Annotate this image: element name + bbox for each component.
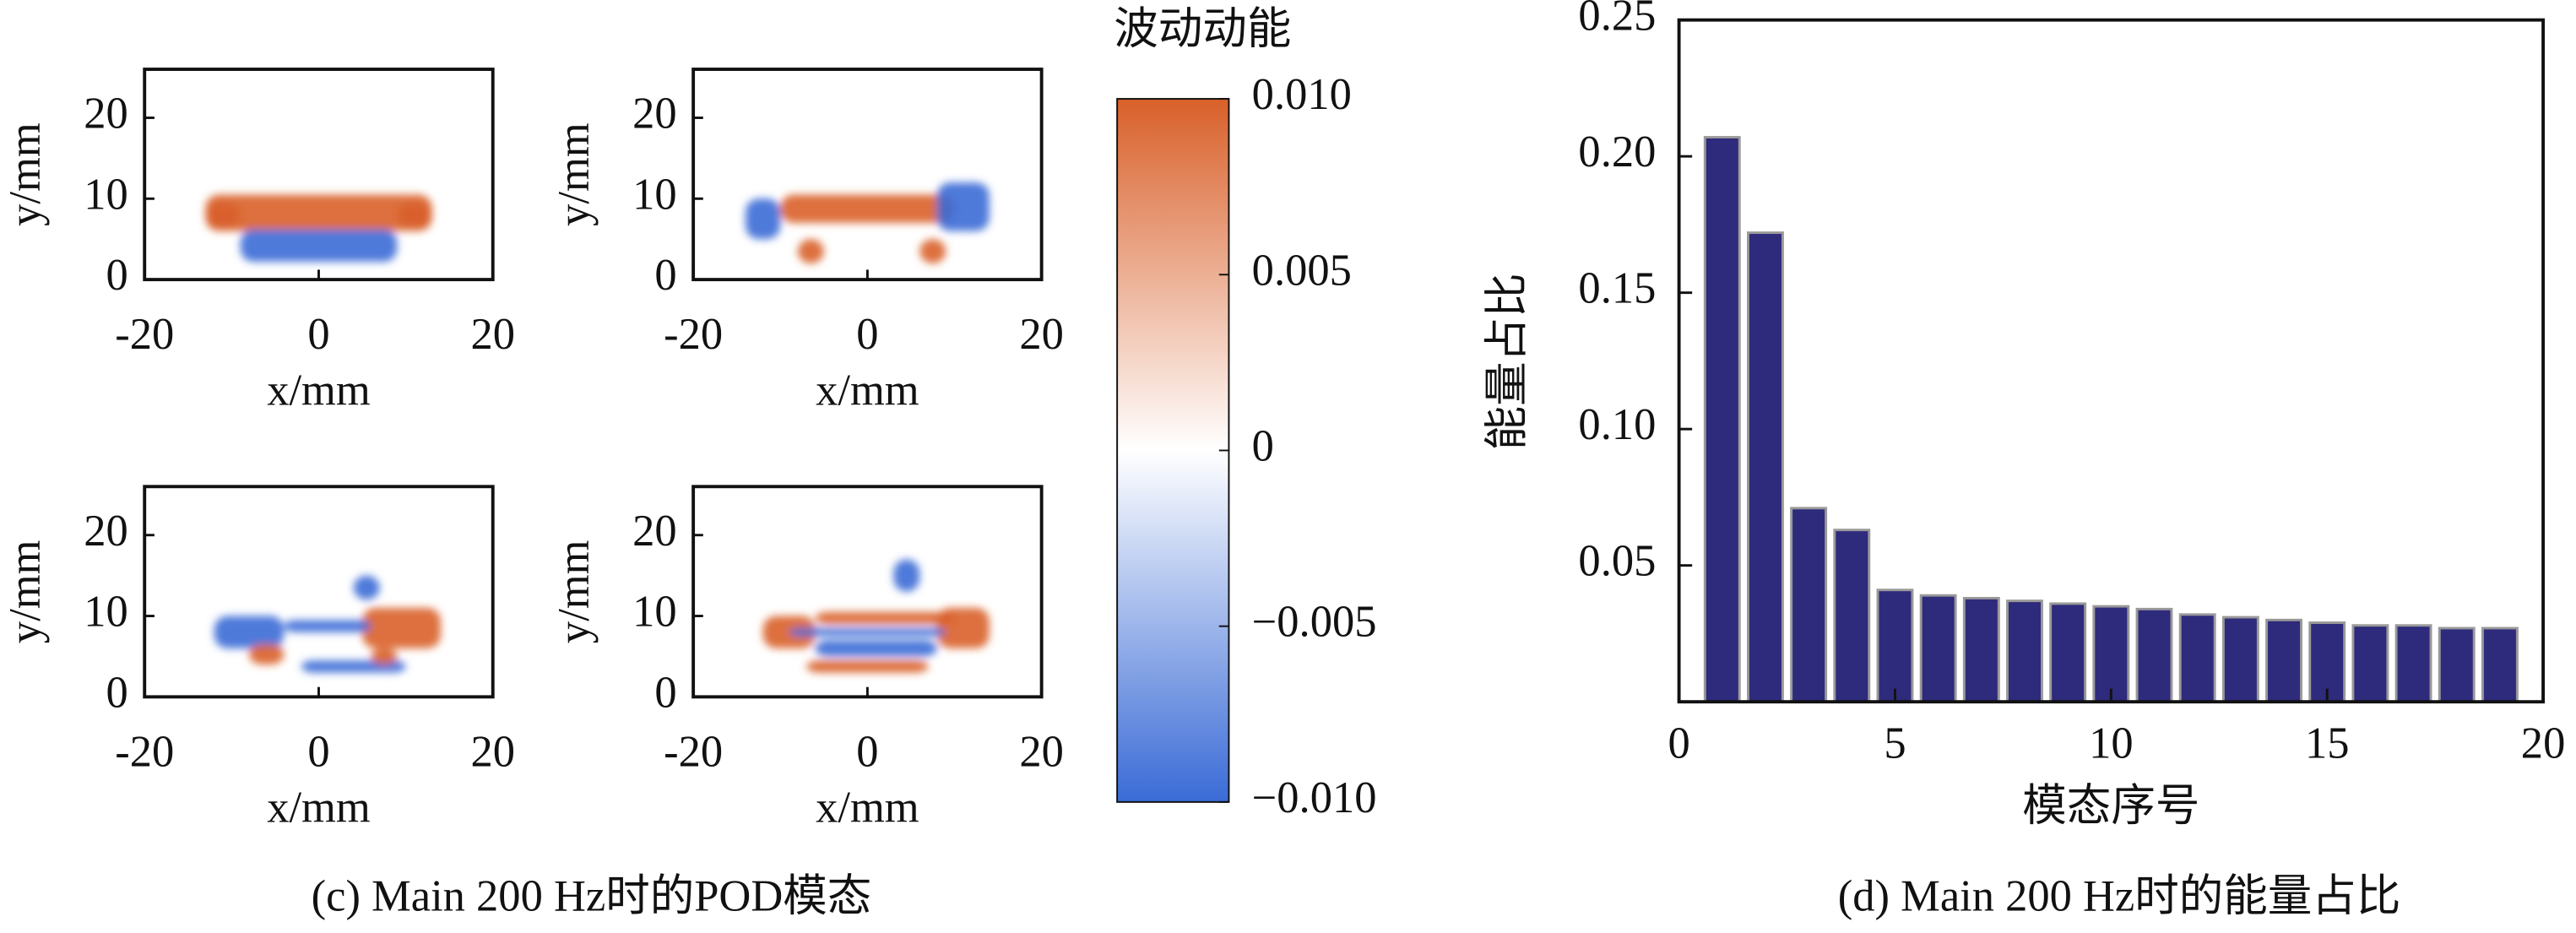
x-tick-label: 0	[856, 727, 878, 776]
field-patch	[745, 198, 781, 240]
bar	[1919, 594, 1957, 703]
bar	[2438, 627, 2476, 703]
x-tick-label: 20	[1019, 727, 1064, 776]
y-tick-label: 10	[84, 588, 128, 637]
bar	[2049, 602, 2087, 703]
y-tick-label: 20	[84, 90, 128, 138]
x-axis-label: x/mm	[267, 784, 371, 833]
field-patch	[362, 607, 441, 648]
bar	[2481, 627, 2519, 703]
y-tick-label: 0	[106, 251, 128, 300]
x-tick-label: 0	[307, 727, 329, 776]
bar	[1703, 136, 1741, 703]
x-axis-label: x/mm	[816, 784, 919, 833]
x-tick-label: 20	[2521, 719, 2566, 768]
x-tick-label: 5	[1884, 719, 1906, 768]
y-axis-label: y/mm	[1, 122, 50, 226]
y-tick-label: 0.15	[1578, 264, 1656, 313]
field	[762, 559, 990, 673]
y-axis-label: y/mm	[550, 540, 599, 643]
bar	[1833, 529, 1871, 703]
field-patch	[893, 559, 920, 592]
y-axis-label: y/mm	[550, 122, 599, 226]
field	[205, 194, 432, 263]
colorbar-tick-label: −0.005	[1252, 598, 1377, 647]
x-tick-label: -20	[115, 310, 174, 359]
y-tick-label: 0	[654, 251, 676, 300]
bar	[1747, 231, 1784, 703]
y-axis-label: 能量占比	[1483, 273, 1532, 450]
colorbar	[1116, 98, 1230, 803]
field-patch	[397, 203, 432, 227]
bar	[2006, 599, 2043, 703]
bar	[2394, 624, 2432, 703]
y-tick-label: 0.05	[1578, 537, 1656, 586]
field-patch	[205, 194, 432, 231]
x-axis-label: x/mm	[816, 366, 919, 415]
x-tick-label: -20	[664, 310, 723, 359]
field-patch	[919, 239, 946, 263]
caption: (d) Main 200 Hz时的能量占比	[1838, 872, 2401, 921]
bar	[2351, 624, 2389, 703]
field-patch	[353, 575, 380, 600]
bar	[2265, 618, 2302, 703]
bar	[2178, 613, 2216, 703]
y-tick-label: 10	[632, 170, 677, 219]
field-patch	[284, 620, 371, 632]
x-tick-label: 0	[856, 310, 878, 359]
field-patch	[371, 648, 398, 665]
bar	[2092, 605, 2130, 703]
field-patch	[214, 616, 285, 648]
x-tick-label: 20	[470, 310, 515, 359]
field	[214, 575, 441, 673]
field-patch	[240, 229, 398, 263]
bar	[1876, 589, 1914, 703]
field-patch	[789, 627, 946, 637]
y-tick-label: 0.25	[1578, 0, 1656, 41]
field-patch	[815, 611, 955, 625]
field-patch	[806, 660, 929, 673]
bar	[2221, 616, 2259, 703]
y-tick-label: 0.20	[1578, 127, 1656, 176]
field-patch	[815, 640, 937, 657]
x-tick-label: 0	[307, 310, 329, 359]
x-axis-label: x/mm	[267, 366, 371, 415]
colorbar-tick-label: 0	[1252, 422, 1274, 471]
y-tick-label: 10	[84, 170, 128, 219]
x-tick-label: 0	[1668, 719, 1689, 768]
caption: (c) Main 200 Hz时的POD模态	[312, 872, 872, 921]
colorbar-tick-label: 0.005	[1252, 246, 1352, 295]
x-tick-label: 20	[1019, 310, 1064, 359]
field-patch	[780, 194, 955, 224]
colorbar-tick-label: −0.010	[1252, 773, 1377, 822]
bar	[1962, 596, 2000, 703]
field-patch	[205, 203, 241, 227]
bar	[2135, 607, 2173, 703]
field-patch	[936, 182, 990, 231]
x-tick-label: 10	[2089, 719, 2134, 768]
x-axis-label: 模态序号	[2022, 782, 2199, 831]
y-tick-label: 0.10	[1578, 400, 1656, 449]
field-patch	[797, 239, 824, 263]
y-tick-label: 20	[84, 507, 128, 556]
axes-frame	[691, 68, 1044, 282]
y-tick-label: 20	[632, 90, 677, 138]
y-tick-label: 0	[106, 668, 128, 717]
y-axis-label: y/mm	[1, 540, 50, 643]
colorbar-tick-label: 0.010	[1252, 70, 1352, 119]
field-patch	[248, 644, 285, 665]
y-tick-label: 10	[632, 588, 677, 637]
colorbar-title: 波动动能	[1114, 4, 1291, 53]
x-tick-label: -20	[664, 727, 723, 776]
bar	[1790, 507, 1828, 703]
bar	[2308, 621, 2346, 703]
x-tick-label: 20	[470, 727, 515, 776]
x-tick-label: -20	[115, 727, 174, 776]
field	[745, 182, 990, 263]
y-tick-label: 0	[654, 668, 676, 717]
x-tick-label: 15	[2305, 719, 2350, 768]
y-tick-label: 20	[632, 507, 677, 556]
